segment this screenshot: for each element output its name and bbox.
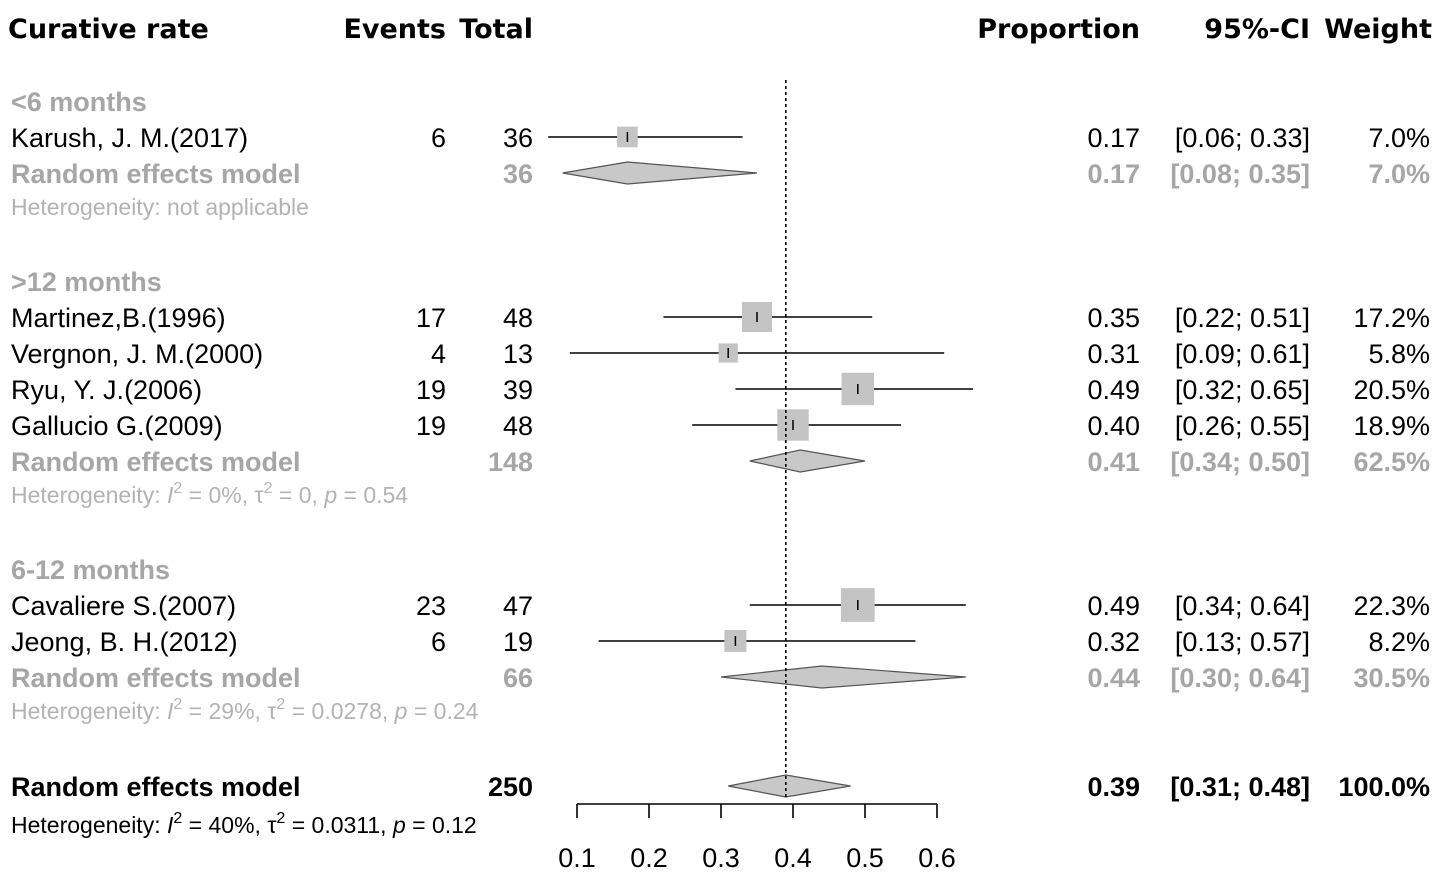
plot-layer: [548, 80, 973, 800]
header-events: Events: [343, 14, 446, 45]
study-events: 4: [431, 339, 446, 369]
subgroup-pooled-label: Random effects model: [11, 447, 301, 477]
study-proportion: 0.31: [1087, 339, 1140, 369]
overall-heterogeneity: Heterogeneity: I2 = 40%, τ2 = 0.0311, p …: [11, 810, 477, 838]
study-name: Gallucio G.(2009): [11, 411, 223, 441]
overall-pooled-total: 250: [488, 772, 533, 802]
study-proportion: 0.17: [1087, 123, 1140, 153]
header-total: Total: [459, 14, 533, 45]
study-name: Martinez,B.(1996): [11, 303, 226, 333]
header-ci: 95%-CI: [1204, 14, 1310, 45]
subgroup-label: 6-12 months: [11, 555, 170, 585]
overall-pooled-label: Random effects model: [11, 772, 301, 802]
subgroup-pooled-total: 66: [503, 663, 533, 693]
subgroup-heterogeneity: Heterogeneity: I2 = 29%, τ2 = 0.0278, p …: [11, 696, 479, 724]
study-name: Cavaliere S.(2007): [11, 591, 236, 621]
subgroup-pooled-proportion: 0.41: [1087, 447, 1140, 477]
study-events: 6: [431, 627, 446, 657]
subgroup-pooled-label: Random effects model: [11, 663, 301, 693]
study-total: 48: [503, 411, 533, 441]
overall-pooled-ci: [0.31; 0.48]: [1170, 772, 1310, 802]
subgroup-pooled-label: Random effects model: [11, 159, 301, 189]
header-weight: Weight: [1324, 14, 1432, 45]
overall-pooled-weight: 100.0%: [1338, 772, 1430, 802]
study-weight: 22.3%: [1353, 591, 1430, 621]
x-tick-label: 0.6: [918, 843, 956, 873]
subgroup-pooled-weight: 30.5%: [1353, 663, 1430, 693]
subgroup-diamond: [749, 449, 866, 473]
subgroup-pooled-total: 148: [488, 447, 533, 477]
study-total: 36: [503, 123, 533, 153]
study-events: 23: [416, 591, 446, 621]
study-weight: 18.9%: [1353, 411, 1430, 441]
study-events: 19: [416, 411, 446, 441]
subgroup-pooled-weight: 62.5%: [1353, 447, 1430, 477]
header-proportion: Proportion: [977, 14, 1140, 45]
subgroup-pooled-proportion: 0.44: [1087, 663, 1140, 693]
study-ci: [0.13; 0.57]: [1175, 627, 1310, 657]
header-outcome: Curative rate: [8, 14, 209, 45]
study-total: 47: [503, 591, 533, 621]
study-name: Jeong, B. H.(2012): [11, 627, 238, 657]
study-proportion: 0.35: [1087, 303, 1140, 333]
study-ci: [0.34; 0.64]: [1175, 591, 1310, 621]
overall-pooled-proportion: 0.39: [1087, 772, 1140, 802]
x-tick-label: 0.1: [558, 843, 596, 873]
study-total: 39: [503, 375, 533, 405]
study-weight: 5.8%: [1368, 339, 1430, 369]
x-tick-label: 0.5: [846, 843, 884, 873]
study-weight: 7.0%: [1368, 123, 1430, 153]
study-proportion: 0.32: [1087, 627, 1140, 657]
study-weight: 20.5%: [1353, 375, 1430, 405]
header-row: Curative rate Events Total Proportion 95…: [8, 14, 1432, 45]
study-events: 6: [431, 123, 446, 153]
subgroup-label: <6 months: [11, 87, 147, 117]
study-ci: [0.32; 0.65]: [1175, 375, 1310, 405]
overall-diamond: [728, 774, 851, 798]
study-name: Vergnon, J. M.(2000): [11, 339, 263, 369]
study-proportion: 0.49: [1087, 375, 1140, 405]
study-total: 19: [503, 627, 533, 657]
study-proportion: 0.49: [1087, 591, 1140, 621]
subgroup-diamond: [720, 665, 966, 689]
study-ci: [0.26; 0.55]: [1175, 411, 1310, 441]
subgroup-heterogeneity: Heterogeneity: I2 = 0%, τ2 = 0, p = 0.54: [11, 480, 408, 508]
study-ci: [0.22; 0.51]: [1175, 303, 1310, 333]
subgroup-heterogeneity: Heterogeneity: not applicable: [11, 194, 309, 220]
subgroup-pooled-ci: [0.30; 0.64]: [1170, 663, 1310, 693]
study-ci: [0.09; 0.61]: [1175, 339, 1310, 369]
study-events: 17: [416, 303, 446, 333]
x-tick-label: 0.3: [702, 843, 740, 873]
subgroup-pooled-total: 36: [503, 159, 533, 189]
x-tick-label: 0.4: [774, 843, 812, 873]
subgroup-pooled-proportion: 0.17: [1087, 159, 1140, 189]
study-proportion: 0.40: [1087, 411, 1140, 441]
study-weight: 17.2%: [1353, 303, 1430, 333]
study-name: Karush, J. M.(2017): [11, 123, 248, 153]
rows-layer: <6 months Karush, J. M.(2017) 6 36 0.17 [0.06…: [11, 87, 1430, 838]
study-total: 13: [503, 339, 533, 369]
study-total: 48: [503, 303, 533, 333]
subgroup-label: >12 months: [11, 267, 162, 297]
x-axis: 0.1 0.2 0.3 0.4 0.5 0.6: [558, 803, 956, 873]
subgroup-diamond: [562, 161, 758, 185]
subgroup-pooled-weight: 7.0%: [1368, 159, 1430, 189]
subgroup-pooled-ci: [0.34; 0.50]: [1170, 447, 1310, 477]
study-name: Ryu, Y. J.(2006): [11, 375, 202, 405]
study-ci: [0.06; 0.33]: [1175, 123, 1310, 153]
x-tick-label: 0.2: [630, 843, 668, 873]
study-weight: 8.2%: [1368, 627, 1430, 657]
study-events: 19: [416, 375, 446, 405]
subgroup-pooled-ci: [0.08; 0.35]: [1170, 159, 1310, 189]
